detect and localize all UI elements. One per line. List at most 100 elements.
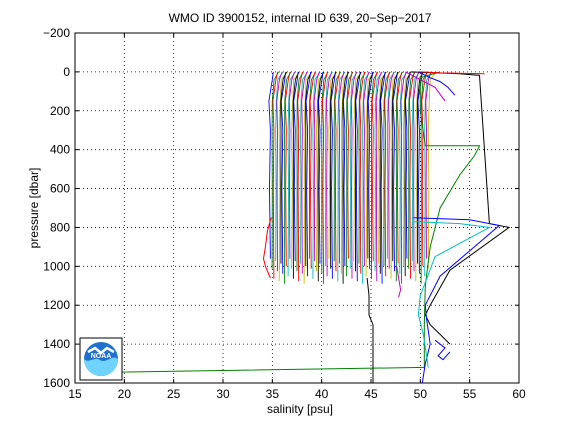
profile-line [379, 71, 387, 274]
profile-line [342, 71, 350, 284]
profile-line [276, 71, 283, 272]
profile-line [337, 71, 346, 282]
profile-line [378, 71, 387, 264]
profile-line [280, 71, 287, 274]
y-tick-label: 400 [50, 143, 70, 157]
profile-line [408, 71, 416, 269]
x-tick-label: 50 [414, 387, 428, 401]
profile-line [271, 71, 279, 269]
profile-line [291, 71, 301, 269]
profile-line [399, 71, 408, 274]
profile-line [402, 71, 412, 267]
profile-line [346, 71, 353, 259]
profile-line [392, 71, 398, 272]
profile-line [388, 71, 395, 269]
profile-line [396, 71, 403, 264]
profile-line [363, 71, 370, 267]
y-tick-label: 800 [50, 220, 70, 234]
profile-line [318, 71, 324, 264]
profile-line [395, 71, 403, 282]
profile-line [421, 71, 428, 267]
profile-line [280, 71, 287, 264]
profile-line [412, 71, 420, 272]
profile-line [367, 71, 374, 259]
noaa-logo: NOAA [79, 337, 123, 381]
profile-line [297, 71, 303, 282]
y-tick-label: 200 [50, 104, 70, 118]
y-tick-label: 1400 [43, 337, 70, 351]
x-tick-label: 55 [463, 387, 477, 401]
noaa-logo-text: NOAA [91, 353, 112, 360]
profile-line [425, 71, 432, 259]
y-tick-label: −200 [43, 26, 70, 40]
profile-line [359, 71, 366, 274]
series-line-3 [413, 221, 492, 368]
profile-line [383, 71, 391, 267]
profile-line [417, 71, 423, 274]
y-tick-label: 0 [63, 65, 70, 79]
profile-line [424, 71, 433, 277]
series-line-5 [262, 217, 272, 279]
profile-line [340, 71, 350, 274]
y-axis-label: pressure [dbar] [27, 168, 41, 249]
x-axis-label: salinity [psu] [267, 402, 333, 416]
axes-frame [74, 32, 520, 384]
profile-line [321, 71, 329, 274]
profile-line [301, 71, 308, 274]
x-tick-label: 45 [364, 387, 378, 401]
profile-line [303, 71, 313, 284]
profile-line [292, 71, 300, 279]
profile-line [380, 71, 386, 284]
profile-line [405, 71, 411, 259]
profile-line [367, 71, 374, 269]
profile-line [338, 71, 345, 264]
profile-line [342, 71, 349, 267]
profile-line [272, 71, 279, 279]
profile-line [353, 71, 363, 262]
profile-line [392, 71, 399, 262]
profile-line [374, 71, 383, 272]
profile-line [362, 71, 371, 284]
profile-line [296, 71, 304, 272]
profile-line [268, 71, 274, 259]
profile-line [300, 71, 309, 264]
profile-line [371, 71, 379, 279]
profile-line [275, 71, 284, 262]
series-line-1 [410, 71, 511, 345]
x-tick-label: 20 [118, 387, 132, 401]
x-tick-label: 30 [216, 387, 230, 401]
y-tick-label: 1200 [43, 298, 70, 312]
profile-line [350, 71, 358, 279]
profile-line [278, 71, 288, 282]
y-tick-label: 600 [50, 182, 70, 196]
x-tick-label: 40 [315, 387, 329, 401]
x-tick-label: 25 [167, 387, 181, 401]
profile-line [330, 71, 336, 279]
series-line-10 [405, 71, 446, 102]
series-line-6 [396, 266, 402, 298]
profile-line [354, 71, 362, 272]
profile-line [408, 71, 415, 279]
profile-line [404, 71, 412, 277]
profile-line [313, 71, 320, 262]
profile-line [334, 71, 341, 272]
x-tick-label: 35 [266, 387, 280, 401]
profile-line [355, 71, 361, 282]
series-lines [109, 71, 511, 384]
profile-line [316, 71, 325, 272]
profile-line [326, 71, 333, 277]
x-tick-label: 15 [68, 387, 82, 401]
y-tick-label: 1600 [43, 376, 70, 390]
profile-line [411, 71, 420, 262]
profile-line [308, 71, 317, 259]
profile-line [375, 71, 382, 282]
profile-line [322, 71, 328, 284]
profile-line [284, 71, 291, 267]
profile-line [365, 71, 375, 277]
profile-line [309, 71, 316, 269]
profile-line [358, 71, 366, 264]
y-axis-ticks: −200 0 200 400 600 800 1000 1200 1400 1600 [43, 26, 519, 390]
y-tick-label: 1000 [43, 259, 70, 273]
profile-line [305, 71, 312, 277]
